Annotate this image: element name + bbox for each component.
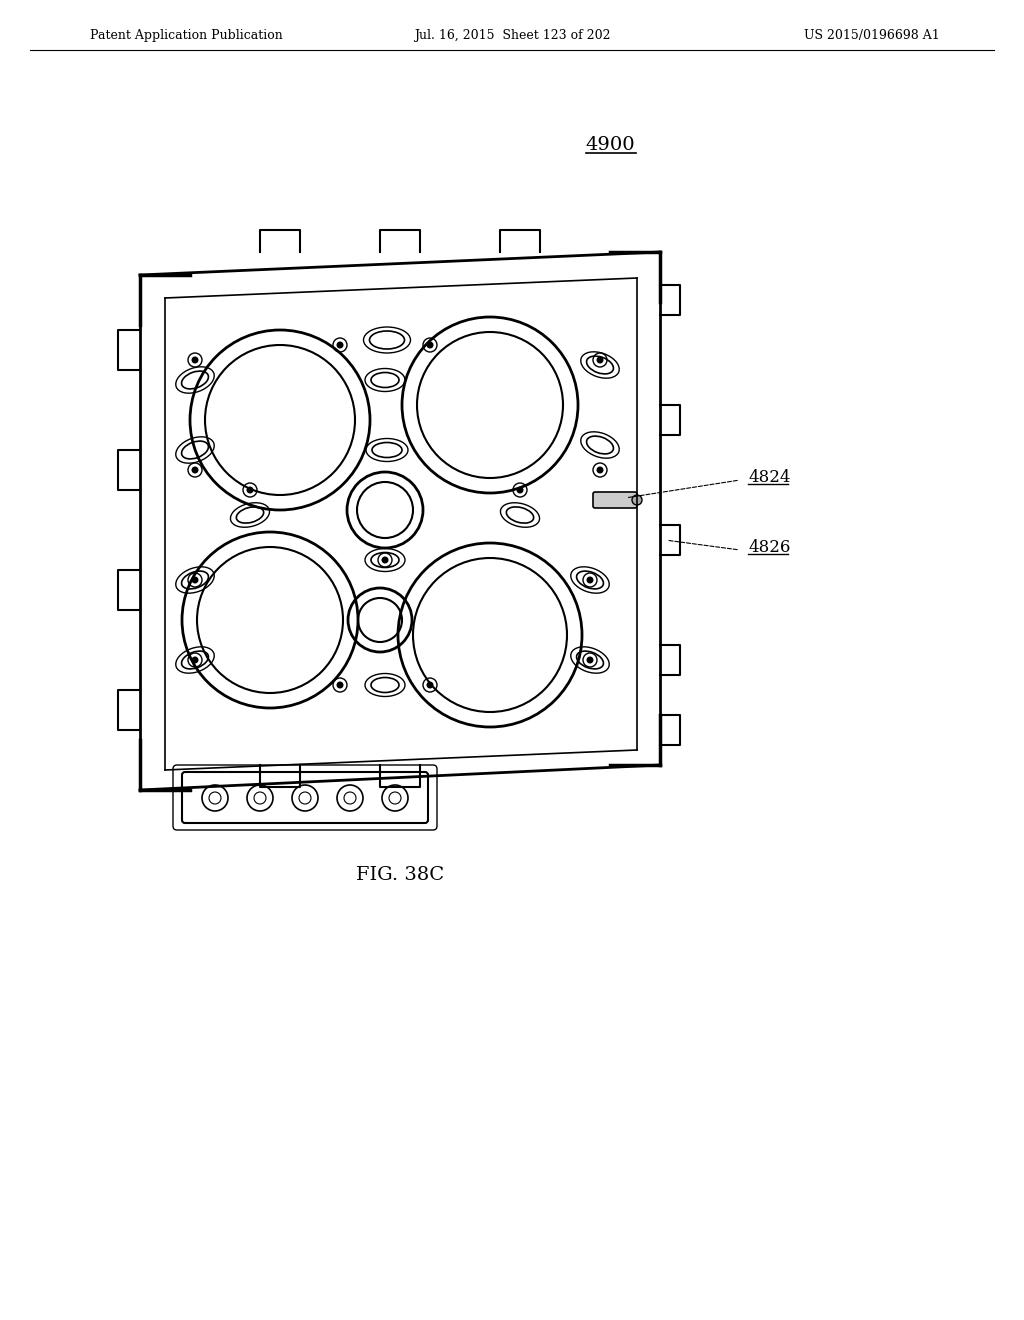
Circle shape bbox=[517, 487, 523, 492]
Circle shape bbox=[632, 495, 642, 506]
Circle shape bbox=[193, 577, 198, 583]
Text: Jul. 16, 2015  Sheet 123 of 202: Jul. 16, 2015 Sheet 123 of 202 bbox=[414, 29, 610, 41]
Circle shape bbox=[382, 557, 388, 562]
FancyBboxPatch shape bbox=[593, 492, 637, 508]
Circle shape bbox=[193, 657, 198, 663]
Text: FIG. 38C: FIG. 38C bbox=[356, 866, 444, 884]
Text: 4824: 4824 bbox=[748, 469, 791, 486]
Circle shape bbox=[193, 467, 198, 473]
Circle shape bbox=[597, 467, 603, 473]
Text: Patent Application Publication: Patent Application Publication bbox=[90, 29, 283, 41]
Circle shape bbox=[337, 682, 343, 688]
Circle shape bbox=[427, 682, 433, 688]
Text: 4826: 4826 bbox=[748, 539, 791, 556]
Circle shape bbox=[427, 342, 433, 347]
Circle shape bbox=[193, 358, 198, 363]
Circle shape bbox=[587, 657, 593, 663]
Text: 4900: 4900 bbox=[585, 136, 635, 154]
Circle shape bbox=[597, 358, 603, 363]
Text: US 2015/0196698 A1: US 2015/0196698 A1 bbox=[804, 29, 940, 41]
Circle shape bbox=[587, 577, 593, 583]
Circle shape bbox=[247, 487, 253, 492]
Circle shape bbox=[337, 342, 343, 347]
